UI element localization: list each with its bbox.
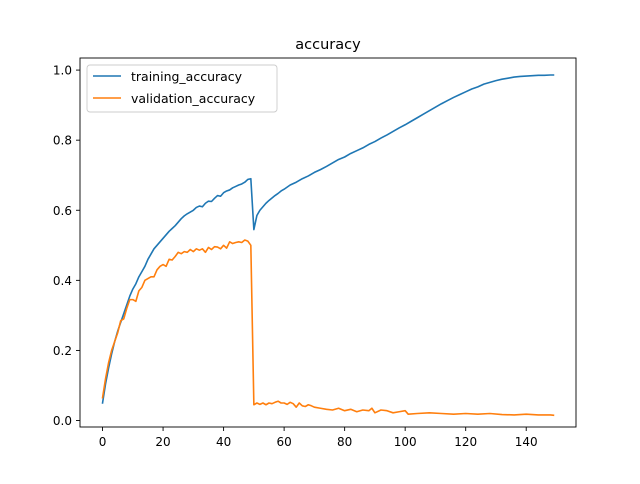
y-axis: 0.0 0.2 0.4 0.6 0.8 1.0 <box>53 64 80 428</box>
legend-frame <box>86 64 278 113</box>
x-tick-label: 20 <box>155 435 170 449</box>
y-tick-label: 0.2 <box>53 344 72 358</box>
y-tick-label: 0.6 <box>53 204 72 218</box>
x-tick-label: 40 <box>216 435 231 449</box>
legend: training_accuracy validation_accuracy <box>86 64 278 113</box>
x-axis: 0 20 40 60 80 100 120 140 <box>99 427 538 449</box>
y-tick-label: 0.0 <box>53 414 72 428</box>
x-tick-label: 100 <box>394 435 417 449</box>
y-tick-label: 0.8 <box>53 134 72 148</box>
series-line-training-accuracy <box>101 74 555 404</box>
series-line-validation-accuracy <box>101 239 555 417</box>
x-tick-label: 0 <box>99 435 107 449</box>
plot-frame <box>79 57 577 428</box>
y-tick-label: 0.4 <box>53 274 72 288</box>
legend-label-training-accuracy: training_accuracy <box>131 69 243 84</box>
x-tick-label: 80 <box>337 435 352 449</box>
x-tick-label: 140 <box>515 435 538 449</box>
y-tick-label: 1.0 <box>53 64 72 78</box>
chart-title: accuracy <box>295 37 361 53</box>
x-tick-label: 60 <box>276 435 291 449</box>
x-tick-label: 120 <box>454 435 477 449</box>
series-layer <box>101 74 555 417</box>
legend-label-validation-accuracy: validation_accuracy <box>131 91 256 106</box>
